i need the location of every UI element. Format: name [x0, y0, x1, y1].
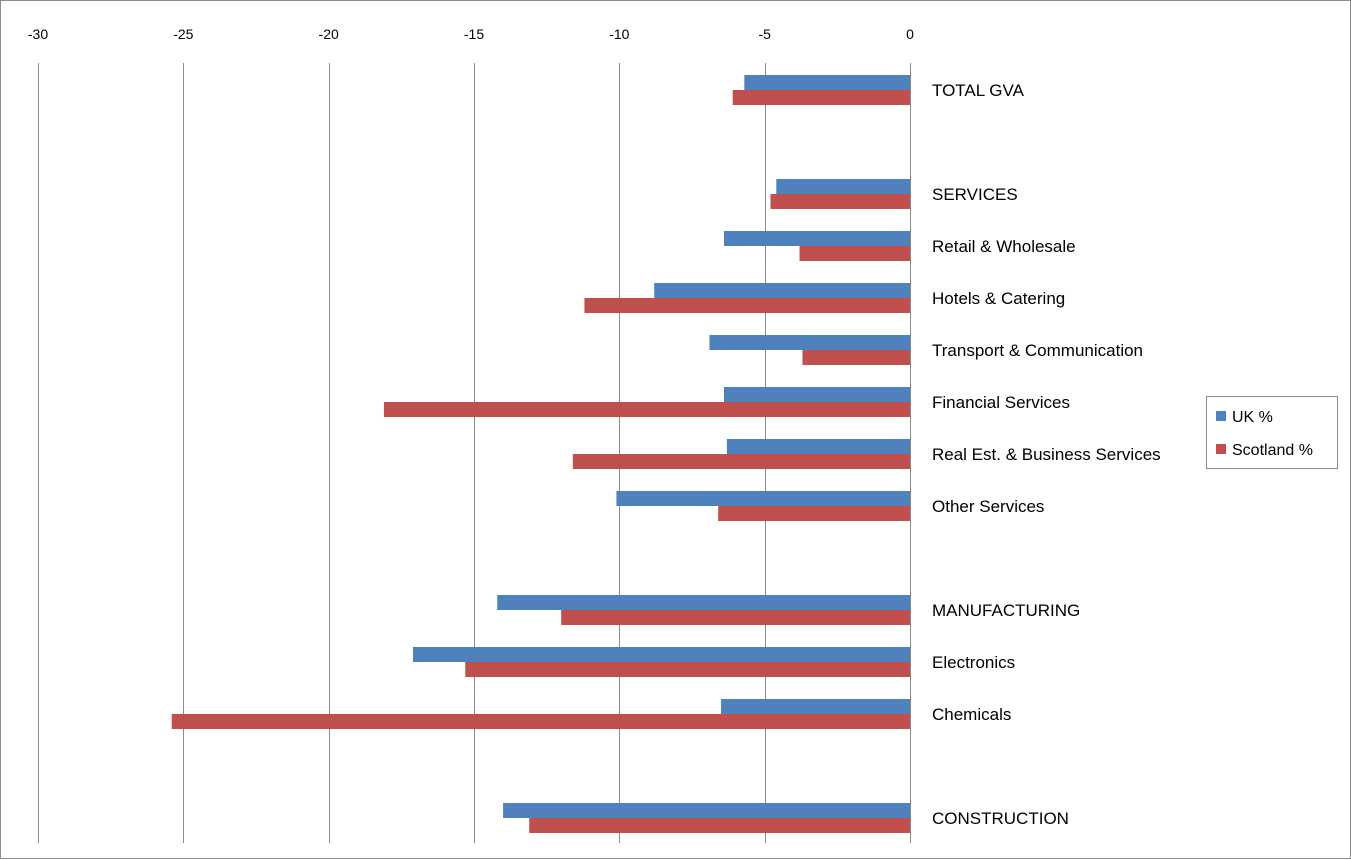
category-labels: TOTAL GVA SERVICES Retail & Wholesale Hotel…: [932, 81, 1161, 828]
bar-scotland-chemicals: [171, 714, 910, 729]
bar-scotland-electronics: [465, 662, 910, 677]
x-tick-label: -25: [173, 26, 193, 42]
legend-label-scotland: Scotland %: [1232, 442, 1313, 459]
category-label-chemicals: Chemicals: [932, 705, 1011, 724]
x-tick-label: -10: [609, 26, 629, 42]
bar-uk-chemicals: [721, 699, 910, 714]
category-label-services: SERVICES: [932, 185, 1018, 204]
bar-uk-services: [776, 179, 910, 194]
legend-box: [1206, 396, 1338, 469]
bar-scotland-hotels-catering: [584, 298, 910, 313]
bar-scotland-real-est-business-services: [572, 454, 910, 469]
bar-uk-total-gva: [744, 75, 910, 90]
legend-swatch-uk: [1216, 411, 1226, 421]
x-tick-label: -30: [28, 26, 48, 42]
bar-scotland-retail-wholesale: [799, 246, 910, 261]
bar-uk-real-est-business-services: [726, 439, 910, 454]
bar-scotland-construction: [529, 818, 910, 833]
bar-scotland-total-gva: [732, 90, 910, 105]
category-label-electronics: Electronics: [932, 653, 1015, 672]
category-label-construction: CONSTRUCTION: [932, 809, 1069, 828]
x-tick-label: -5: [758, 26, 771, 42]
legend-label-uk: UK %: [1232, 409, 1273, 426]
bar-uk-financial-services: [723, 387, 910, 402]
category-label-financial-services: Financial Services: [932, 393, 1070, 412]
bar-uk-manufacturing: [497, 595, 910, 610]
x-tick-label: 0: [906, 26, 914, 42]
category-label-other-services: Other Services: [932, 497, 1044, 516]
bar-uk-hotels-catering: [654, 283, 910, 298]
bar-scotland-services: [770, 194, 910, 209]
bar-uk-retail-wholesale: [723, 231, 910, 246]
bar-uk-transport-communication: [709, 335, 910, 350]
bar-uk-electronics: [412, 647, 910, 662]
bar-scotland-financial-services: [383, 402, 911, 417]
x-tick-label: -20: [319, 26, 339, 42]
legend: UK % Scotland %: [1206, 396, 1338, 469]
category-label-manufacturing: MANUFACTURING: [932, 601, 1080, 620]
x-tick-label: -15: [464, 26, 484, 42]
x-axis-ticks: -30 -25 -20 -15 -10 -5 0: [28, 26, 914, 42]
bar-uk-construction: [503, 803, 910, 818]
category-label-total-gva: TOTAL GVA: [932, 81, 1025, 100]
category-label-transport-communication: Transport & Communication: [932, 341, 1143, 360]
legend-swatch-scotland: [1216, 444, 1226, 454]
bar-scotland-manufacturing: [561, 610, 910, 625]
bar-scotland-other-services: [718, 506, 910, 521]
bar-scotland-transport-communication: [802, 350, 910, 365]
bar-uk-other-services: [616, 491, 910, 506]
category-label-retail-wholesale: Retail & Wholesale: [932, 237, 1076, 256]
category-label-hotels-catering: Hotels & Catering: [932, 289, 1065, 308]
category-label-real-est-business-services: Real Est. & Business Services: [932, 445, 1161, 464]
bars: [171, 75, 911, 833]
